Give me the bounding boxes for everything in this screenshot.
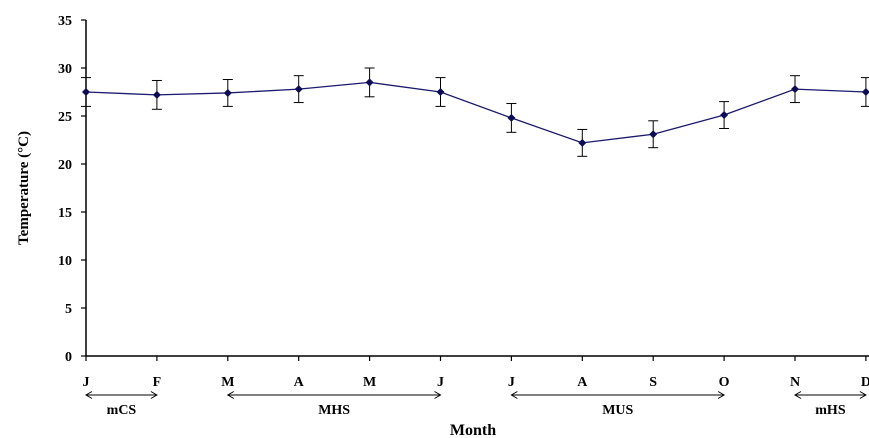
- season-label: MHS: [318, 403, 350, 418]
- x-tick-label: O: [719, 375, 730, 390]
- season-arrow-head-right: [717, 391, 726, 399]
- series-line: [85, 81, 866, 144]
- season-arrow-head-left: [226, 391, 235, 399]
- y-tick-label: 15: [58, 206, 72, 221]
- y-tick-label: 10: [58, 254, 72, 269]
- season-arrow-head-right: [434, 391, 442, 399]
- x-tick-label: N: [790, 375, 800, 390]
- data-points: [82, 78, 869, 147]
- season-label: mCS: [107, 403, 137, 418]
- y-tick-label: 30: [58, 62, 72, 77]
- x-tick-label: J: [437, 375, 444, 390]
- y-tick-label: 5: [65, 302, 72, 317]
- data-point: [791, 85, 799, 94]
- season-annotations: mCS MHS MUS mHS: [85, 391, 867, 418]
- season-arrow-head-right: [150, 391, 158, 399]
- data-point: [507, 113, 516, 122]
- x-tick-label: J: [83, 375, 90, 390]
- data-point: [649, 130, 658, 139]
- x-tick-label: A: [577, 375, 588, 390]
- data-point: [223, 88, 232, 97]
- series-polyline: [85, 81, 866, 144]
- data-point: [365, 78, 374, 87]
- x-tick-label: M: [221, 375, 234, 390]
- data-point: [294, 85, 303, 94]
- data-point: [861, 88, 869, 96]
- data-point: [152, 90, 161, 99]
- y-tick-label: 35: [58, 14, 72, 29]
- data-point: [82, 88, 90, 96]
- x-tick-label: A: [294, 375, 305, 390]
- x-axis-label: Month: [450, 422, 496, 438]
- data-point: [578, 138, 587, 147]
- x-tick-label: M: [363, 375, 376, 390]
- y-tick-label: 0: [65, 350, 72, 365]
- y-tick-label: 25: [58, 110, 72, 125]
- data-point: [436, 88, 445, 96]
- x-tick-label: S: [649, 375, 657, 390]
- axes: [85, 20, 869, 357]
- season-label: mHS: [815, 403, 846, 418]
- x-tick-label: F: [153, 375, 162, 390]
- season-arrow-head-left: [510, 391, 518, 399]
- y-tick-label: 20: [58, 158, 72, 173]
- x-tick-label: D: [861, 375, 869, 390]
- y-ticks: 0 5 10 15 20 25 30 35: [58, 14, 86, 365]
- season-label: MUS: [602, 403, 633, 418]
- error-bars: [81, 67, 869, 157]
- season-arrow-head-right: [859, 391, 867, 399]
- season-arrow-head-left: [85, 391, 93, 399]
- x-tick-label: J: [508, 375, 515, 390]
- season-arrow-head-left: [794, 391, 802, 399]
- data-point: [720, 111, 729, 120]
- y-axis-label: Temperature (°C): [16, 131, 32, 245]
